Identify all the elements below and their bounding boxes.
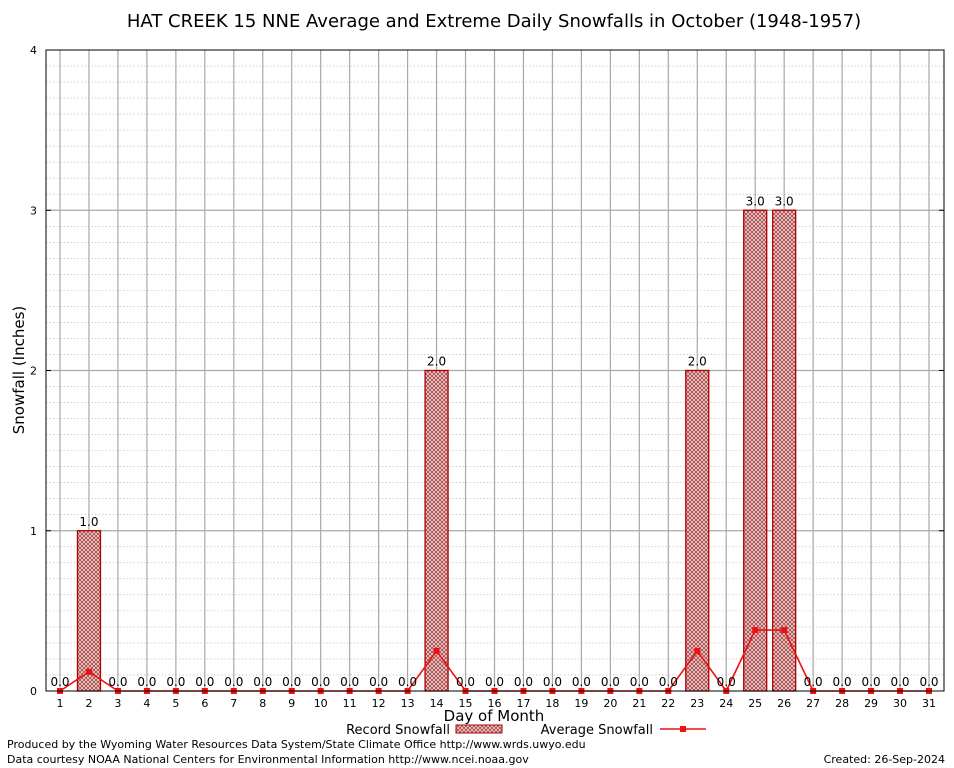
value-label-day-13: 0.0 <box>398 675 417 689</box>
value-label-day-15: 0.0 <box>456 675 475 689</box>
record-bar-day-26 <box>772 209 797 692</box>
x-tick-label: 3 <box>114 697 121 710</box>
x-tick-label: 9 <box>288 697 295 710</box>
value-label-day-18: 0.0 <box>543 675 562 689</box>
value-label-day-20: 0.0 <box>601 675 620 689</box>
value-label-day-4: 0.0 <box>137 675 156 689</box>
x-tick-label: 2 <box>85 697 92 710</box>
x-tick-label: 8 <box>259 697 266 710</box>
x-tick-label: 10 <box>314 697 328 710</box>
record-bars <box>76 209 797 692</box>
average-point-day-25 <box>752 627 759 634</box>
value-label-day-28: 0.0 <box>833 675 852 689</box>
x-tick-label: 29 <box>864 697 878 710</box>
y-tick-label: 3 <box>30 204 37 217</box>
x-tick-label: 24 <box>719 697 733 710</box>
x-tick-labels: 1 2 3 4 5 6 7 8 9 10 11 12 13 14 15 16 17 18 19 20 21 22 23 24 2… <box>57 697 937 710</box>
value-label-day-23: 2.0 <box>688 355 707 369</box>
x-tick-label: 22 <box>661 697 675 710</box>
x-tick-label: 18 <box>545 697 559 710</box>
x-tick-label: 17 <box>516 697 530 710</box>
x-tick-label: 30 <box>893 697 907 710</box>
value-label-day-9: 0.0 <box>282 675 301 689</box>
footer-credit: Produced by the Wyoming Water Resources … <box>7 738 586 751</box>
x-tick-label: 4 <box>143 697 150 710</box>
record-bar-day-2 <box>76 530 102 692</box>
x-tick-label: 13 <box>401 697 415 710</box>
footer-source: Data courtesy NOAA National Centers for … <box>7 753 529 766</box>
record-bar-day-14 <box>424 369 449 692</box>
record-bar-day-23 <box>685 369 710 692</box>
x-tick-label: 1 <box>57 697 64 710</box>
value-label-day-17: 0.0 <box>514 675 533 689</box>
value-label-day-26: 3.0 <box>775 194 794 208</box>
x-tick-label: 12 <box>372 697 386 710</box>
x-tick-label: 23 <box>690 697 704 710</box>
y-tick-label: 1 <box>30 525 37 538</box>
record-bar-day-25 <box>743 209 768 692</box>
x-tick-label: 28 <box>835 697 849 710</box>
x-tick-label: 31 <box>922 697 936 710</box>
x-tick-label: 11 <box>343 697 357 710</box>
x-tick-label: 5 <box>172 697 179 710</box>
value-label-day-7: 0.0 <box>224 675 243 689</box>
value-label-day-24: 0.0 <box>717 675 736 689</box>
y-axis-label: Snowfall (Inches) <box>10 306 28 434</box>
x-tick-label: 16 <box>488 697 502 710</box>
value-label-day-27: 0.0 <box>804 675 823 689</box>
legend-label-record: Record Snowfall <box>346 723 450 738</box>
average-point-day-26 <box>781 627 788 634</box>
x-tick-label: 20 <box>603 697 617 710</box>
average-point-day-23 <box>694 647 701 654</box>
x-tick-label: 25 <box>748 697 762 710</box>
value-label-day-31: 0.0 <box>919 675 938 689</box>
value-label-day-3: 0.0 <box>108 675 127 689</box>
x-tick-label: 26 <box>777 697 791 710</box>
value-label-day-5: 0.0 <box>166 675 185 689</box>
y-tick-label: 4 <box>30 44 37 57</box>
value-label-day-10: 0.0 <box>311 675 330 689</box>
x-tick-label: 7 <box>230 697 237 710</box>
legend-swatch-record <box>455 724 503 734</box>
y-tick-label: 2 <box>30 365 37 378</box>
value-label-day-16: 0.0 <box>485 675 504 689</box>
legend: Record Snowfall Average Snowfall <box>346 723 706 738</box>
value-label-day-25: 3.0 <box>746 194 765 208</box>
legend-marker-average <box>680 726 686 732</box>
value-label-day-22: 0.0 <box>659 675 678 689</box>
value-label-day-6: 0.0 <box>195 675 214 689</box>
x-tick-label: 14 <box>430 697 444 710</box>
footer-created: Created: 26-Sep-2024 <box>824 753 945 766</box>
value-label-day-2: 1.0 <box>79 515 98 529</box>
value-label-day-11: 0.0 <box>340 675 359 689</box>
x-tick-label: 27 <box>806 697 820 710</box>
value-label-day-12: 0.0 <box>369 675 388 689</box>
bar-value-labels: 0.0 1.0 0.0 0.0 0.0 0.0 0.0 0.0 0.0 0.0 0.0 0.0 0.0 2… <box>50 194 938 689</box>
y-tick-label: 0 <box>30 685 37 698</box>
x-tick-label: 21 <box>632 697 646 710</box>
legend-label-average: Average Snowfall <box>541 723 653 738</box>
average-point-day-14 <box>433 647 440 654</box>
value-label-day-29: 0.0 <box>862 675 881 689</box>
average-point-day-2 <box>85 668 92 675</box>
chart-title: HAT CREEK 15 NNE Average and Extreme Dai… <box>127 11 861 32</box>
x-tick-label: 15 <box>459 697 473 710</box>
value-label-day-8: 0.0 <box>253 675 272 689</box>
x-tick-label: 19 <box>574 697 588 710</box>
grid <box>46 50 944 691</box>
x-tick-label: 6 <box>201 697 208 710</box>
value-label-day-30: 0.0 <box>890 675 909 689</box>
value-label-day-19: 0.0 <box>572 675 591 689</box>
value-label-day-14: 2.0 <box>427 355 446 369</box>
value-label-day-1: 0.0 <box>50 675 69 689</box>
x-axis-label: Day of Month <box>444 707 545 725</box>
y-tick-labels: 0 1 2 3 4 <box>30 44 944 698</box>
value-label-day-21: 0.0 <box>630 675 649 689</box>
